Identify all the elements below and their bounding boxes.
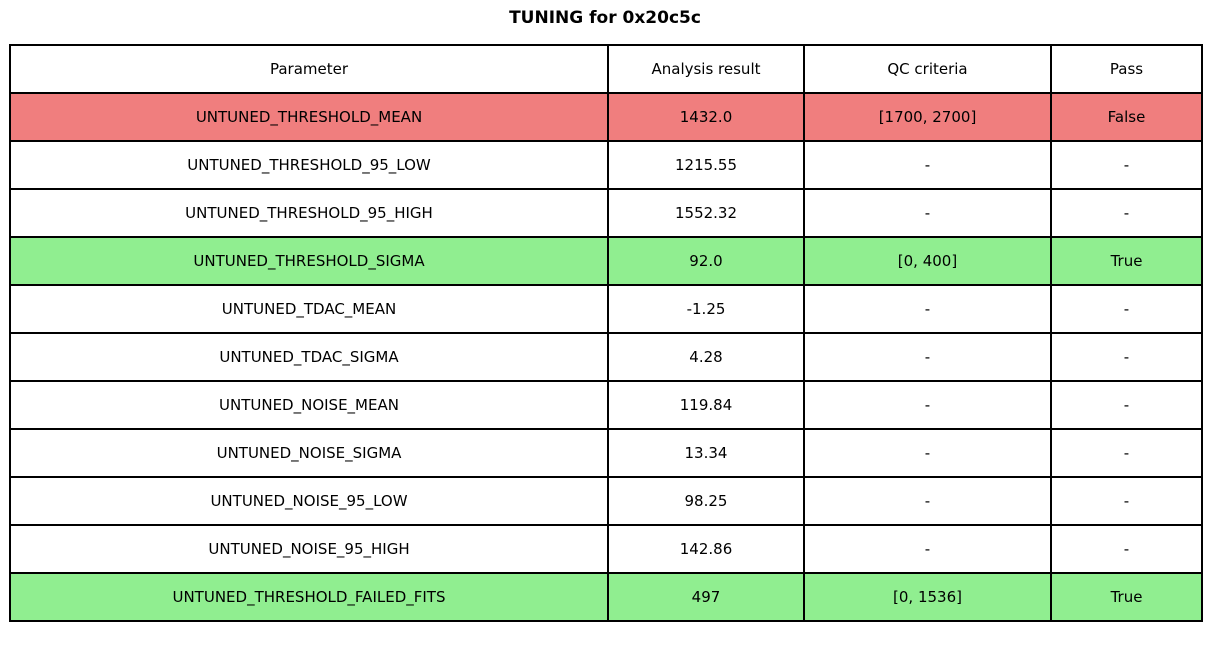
param-cell: UNTUNED_NOISE_MEAN xyxy=(9,380,609,430)
pass-cell: - xyxy=(1050,380,1203,430)
result-cell: -1.25 xyxy=(607,284,805,334)
result-cell: 497 xyxy=(607,572,805,622)
table-row: UNTUNED_NOISE_SIGMA 13.34- - xyxy=(9,428,1203,478)
result-cell: 1432.0 xyxy=(607,92,805,142)
param-cell: UNTUNED_TDAC_SIGMA xyxy=(9,332,609,382)
result-cell: 4.28 xyxy=(607,332,805,382)
table-row: UNTUNED_TDAC_SIGMA 4.28- - xyxy=(9,332,1203,382)
qc-cell: [0, 400] xyxy=(803,236,1052,286)
param-cell: UNTUNED_THRESHOLD_95_HIGH xyxy=(9,188,609,238)
param-cell: UNTUNED_THRESHOLD_MEAN xyxy=(9,92,609,142)
pass-cell: False xyxy=(1050,92,1203,142)
param-cell: UNTUNED_THRESHOLD_SIGMA xyxy=(9,236,609,286)
qc-cell: - xyxy=(803,284,1052,334)
param-cell: UNTUNED_THRESHOLD_FAILED_FITS xyxy=(9,572,609,622)
qc-cell: - xyxy=(803,428,1052,478)
pass-cell: - xyxy=(1050,284,1203,334)
column-header-analysis-result: Analysis result xyxy=(607,44,805,94)
pass-cell: - xyxy=(1050,140,1203,190)
qc-results-table: Parameter Analysis result QC criteria Pa… xyxy=(9,44,1203,622)
param-cell: UNTUNED_THRESHOLD_95_LOW xyxy=(9,140,609,190)
result-cell: 1215.55 xyxy=(607,140,805,190)
table-header: Parameter Analysis result QC criteria Pa… xyxy=(9,44,1203,94)
pass-cell: True xyxy=(1050,572,1203,622)
result-cell: 98.25 xyxy=(607,476,805,526)
page-title: TUNING for 0x20c5c xyxy=(509,8,701,28)
table-body: UNTUNED_THRESHOLD_MEAN 1432.0 [1700, 2700]… xyxy=(9,92,1203,622)
qc-cell: - xyxy=(803,140,1052,190)
param-cell: UNTUNED_NOISE_95_HIGH xyxy=(9,524,609,574)
param-cell: UNTUNED_NOISE_95_LOW xyxy=(9,476,609,526)
column-header-parameter: Parameter xyxy=(9,44,609,94)
result-cell: 13.34 xyxy=(607,428,805,478)
table-row: UNTUNED_THRESHOLD_MEAN 1432.0 [1700, 2700]… xyxy=(9,92,1203,142)
pass-cell: - xyxy=(1050,188,1203,238)
pass-cell: - xyxy=(1050,332,1203,382)
column-header-pass: Pass xyxy=(1050,44,1203,94)
qc-cell: - xyxy=(803,380,1052,430)
result-cell: 92.0 xyxy=(607,236,805,286)
result-cell: 119.84 xyxy=(607,380,805,430)
qc-cell: - xyxy=(803,476,1052,526)
pass-cell: True xyxy=(1050,236,1203,286)
pass-cell: - xyxy=(1050,428,1203,478)
qc-cell: - xyxy=(803,332,1052,382)
param-cell: UNTUNED_TDAC_MEAN xyxy=(9,284,609,334)
pass-cell: - xyxy=(1050,476,1203,526)
pass-cell: - xyxy=(1050,524,1203,574)
table-row: UNTUNED_THRESHOLD_SIGMA 92.0 [0, 400] True xyxy=(9,236,1203,286)
result-cell: 142.86 xyxy=(607,524,805,574)
table-row: UNTUNED_THRESHOLD_FAILED_FITS 497 [0, 1536… xyxy=(9,572,1203,622)
table-row: UNTUNED_NOISE_95_LOW 98.25- - xyxy=(9,476,1203,526)
table-row: UNTUNED_TDAC_MEAN -1.25- - xyxy=(9,284,1203,334)
table-row: UNTUNED_NOISE_95_HIGH 142.86- - xyxy=(9,524,1203,574)
column-header-qc-criteria: QC criteria xyxy=(803,44,1052,94)
result-cell: 1552.32 xyxy=(607,188,805,238)
table-row: UNTUNED_THRESHOLD_95_HIGH 1552.32- - xyxy=(9,188,1203,238)
header-row: Parameter Analysis result QC criteria Pa… xyxy=(9,44,1203,94)
table-row: UNTUNED_THRESHOLD_95_LOW 1215.55- - xyxy=(9,140,1203,190)
qc-cell: - xyxy=(803,524,1052,574)
qc-cell: [0, 1536] xyxy=(803,572,1052,622)
table-row: UNTUNED_NOISE_MEAN 119.84- - xyxy=(9,380,1203,430)
qc-cell: [1700, 2700] xyxy=(803,92,1052,142)
param-cell: UNTUNED_NOISE_SIGMA xyxy=(9,428,609,478)
qc-cell: - xyxy=(803,188,1052,238)
